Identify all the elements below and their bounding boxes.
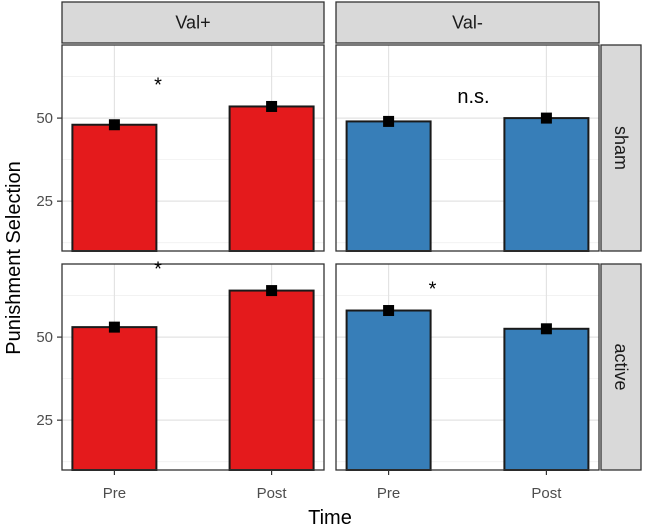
y-tick-label: 50 [36, 329, 53, 346]
bar-Post [503, 117, 590, 252]
bar-Pre [345, 309, 432, 472]
mean-point [540, 112, 552, 124]
panel-border [61, 44, 325, 252]
strip-Val- [335, 1, 600, 44]
y-axis-title: Punishment Selection [3, 161, 25, 354]
mean-point [540, 323, 552, 335]
mean-point [383, 305, 395, 317]
x-tick-label: Pre [377, 485, 400, 502]
panel-active-Val+ [61, 263, 325, 472]
mean-point [266, 100, 278, 112]
bar-Post [503, 327, 590, 471]
strip-Val+ [61, 1, 325, 44]
significance-label: * [154, 259, 162, 281]
x-axis-title: Time [308, 507, 352, 528]
x-tick-label: Pre [103, 485, 126, 502]
mean-point [383, 115, 395, 127]
significance-label: * [154, 74, 162, 96]
strip-label: sham [611, 126, 631, 170]
x-tick-label: Post [531, 485, 562, 502]
bar-Post [228, 289, 315, 472]
strip-label: Val- [452, 13, 483, 33]
panel-border [335, 263, 600, 471]
y-tick-label: 25 [36, 412, 53, 429]
panel-border [335, 44, 600, 252]
y-tick-label: 25 [36, 193, 53, 210]
mean-point [108, 119, 120, 131]
strip-label: Val+ [175, 13, 210, 33]
panel-border [61, 263, 325, 471]
mean-point [108, 321, 120, 333]
y-tick-label: 50 [36, 110, 53, 127]
strip-sham [600, 44, 642, 252]
bar-Pre [345, 120, 432, 252]
panel-active-Val- [335, 263, 600, 472]
significance-label: * [429, 279, 437, 301]
panel-sham-Val- [335, 44, 600, 252]
mean-point [266, 285, 278, 297]
bar-Pre [71, 123, 158, 252]
bar-Post [228, 105, 315, 252]
x-tick-label: Post [257, 485, 288, 502]
strip-label: active [611, 343, 631, 390]
strip-active [600, 263, 642, 471]
significance-label: n.s. [457, 86, 489, 108]
bar-Pre [71, 326, 158, 471]
panel-sham-Val+ [61, 44, 325, 252]
